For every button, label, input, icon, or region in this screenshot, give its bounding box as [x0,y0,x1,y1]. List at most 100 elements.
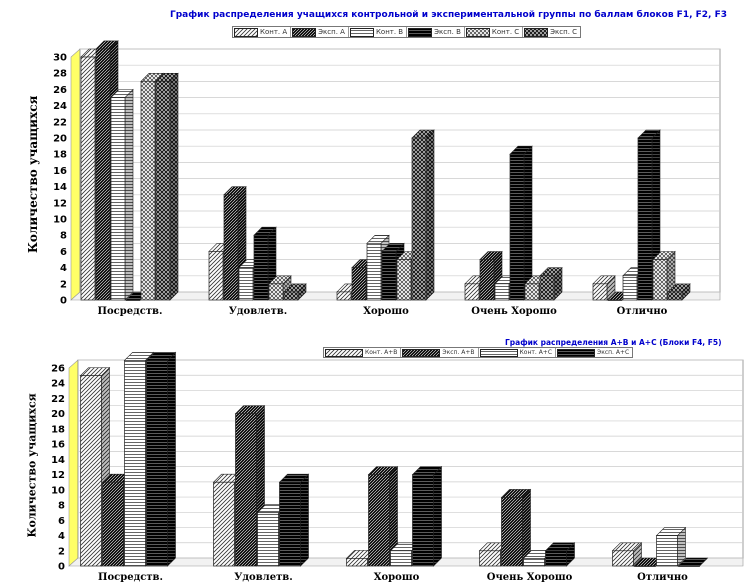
y-axis-wall [70,48,81,301]
bar-side-shade [566,542,575,566]
bar-front [283,291,299,301]
y-tick-label: 24 [51,379,65,390]
legend-item: Эксп. А+С [556,348,632,357]
y-tick-label: 12 [51,470,65,481]
bar-front [523,558,545,567]
chart-top-legend: Конт. А Эксп. А Конт. В Эксп. В Конт. С Эксп.… [232,26,582,38]
category-label: Отлично [617,306,668,317]
plot-area [77,359,744,559]
y-tick-label: 8 [60,231,67,242]
bar-front [509,153,525,301]
legend-swatch [408,27,433,37]
bar-front [208,251,224,301]
legend-label: Эксп. В [434,28,461,36]
y-tick-label: 22 [51,394,65,405]
y-tick-label: 6 [58,516,65,527]
y-tick-label: 20 [53,134,67,145]
bar-front [351,267,367,301]
bar-front [102,481,124,567]
bar-front [411,137,427,301]
bar [509,145,533,301]
category-label: Посредств. [98,306,163,317]
y-tick-label: 10 [51,485,65,496]
category-label: Очень Хорошо [471,306,557,317]
bar-front [238,267,254,301]
bar-side-shade [682,283,690,300]
legend-swatch [557,348,596,357]
y-tick-label: 26 [51,364,65,375]
y-tick-label: 8 [58,501,65,512]
bar [110,88,134,301]
y-tick-label: 18 [53,150,67,161]
bar-front [637,137,653,301]
legend-swatch [234,27,258,37]
legend-label: Эксп. А+В [442,349,475,356]
bar-front [494,283,510,301]
y-tick-label: 12 [53,198,67,209]
bar [367,465,399,567]
bar-front [346,558,368,567]
bar-front [140,80,156,301]
bar [278,473,310,567]
legend-swatch [479,348,518,357]
legend-label: Конт. А+С [519,349,553,356]
bar-front [396,259,412,301]
bar-front [155,80,171,301]
legend-label: Конт. В [375,28,404,36]
chart-top-ylabel: Количество учащихся [26,95,40,253]
bar [500,488,532,567]
bar-front [80,375,102,567]
bar-front [279,481,301,567]
bar-front [146,360,168,567]
y-tick-label: 0 [60,296,67,307]
chart-bottom-ylabel: Количество учащихся [25,393,39,538]
chart-top: 0 2 4 6 8 10 12 14 16 18 20 22 24 26 28 30 Посредств. Удо… [26,10,727,317]
category-label: Отлично [637,572,688,583]
bar-front [539,275,555,301]
y-tick-label: 18 [51,424,65,435]
bar-front [125,299,141,301]
y-tick-label: 10 [53,215,67,226]
bar [283,283,307,301]
bar-front [678,565,700,567]
bar [677,557,709,567]
bar-front [223,194,239,301]
bar-side-shade [677,527,686,566]
legend-item: Конт. А [233,27,292,37]
chart-bottom-title: График распределения А+В и А+С (Блоки F4… [505,338,722,347]
bar-front [464,283,480,301]
bar [544,542,576,567]
category-label: Удовлетв. [229,306,287,317]
bar-front [652,259,668,301]
bar [539,266,563,301]
bar-front [634,565,656,567]
legend-item: Конт. В [349,27,408,37]
bar-front [479,259,495,301]
category-label: Хорошо [374,572,420,583]
bar-side-shade [300,474,309,566]
bar-front [336,291,352,301]
legend-label: Конт. А+В [365,349,398,356]
legend-label: Эксп. А [318,28,345,36]
chart-bottom-legend: Конт. А+В Эксп. А+В Конт. А+С Эксп. А+С [323,347,634,358]
bar-front [95,48,111,301]
bar-side-shade [125,89,133,300]
legend-swatch [349,27,374,37]
legend-label: Эксп. А+С [597,349,630,356]
category-label: Посредств. [98,572,163,583]
bar-front [524,283,540,301]
legend-item: Эксп. С [523,27,580,37]
y-tick-label: 26 [53,85,67,96]
bar-front [501,497,523,567]
legend-item: Эксп. В [407,27,465,37]
bar-front [253,234,269,301]
y-tick-label: 2 [58,546,65,557]
bar-front [268,283,284,301]
chart-bottom: 0 2 4 6 8 10 12 14 16 18 20 22 24 26 Посредств. Удовлет… [0,330,756,588]
bar-side-shade [554,267,562,300]
bar-front [390,550,412,567]
bar-side-shade [170,73,178,300]
bar-front [656,535,678,567]
